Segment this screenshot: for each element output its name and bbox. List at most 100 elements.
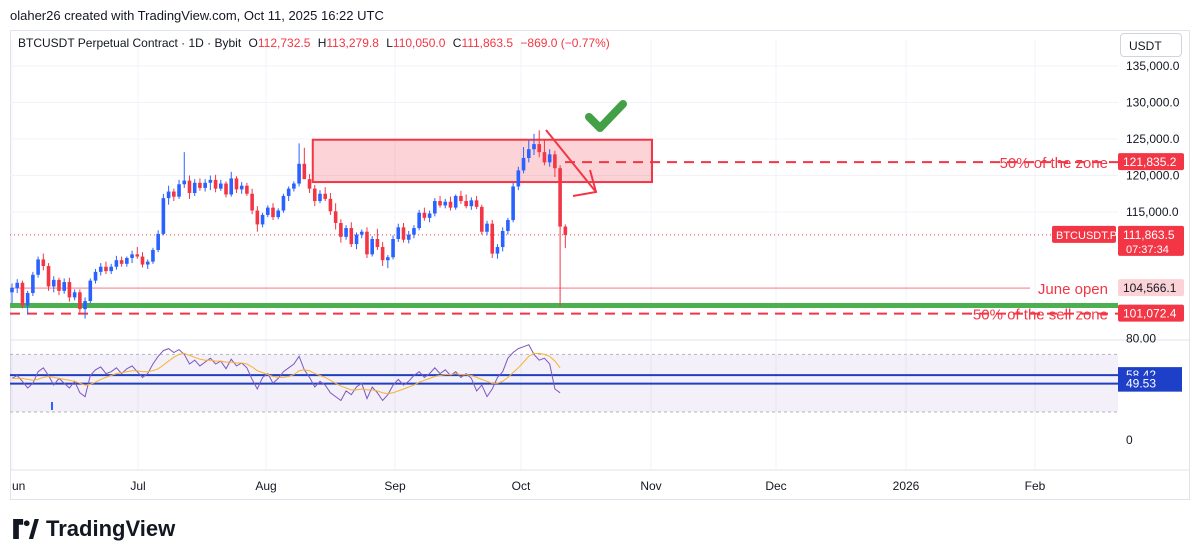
checkmark-icon (585, 100, 627, 132)
candle-body (104, 266, 108, 272)
last-price-badge (1118, 225, 1184, 256)
change-value: −869.0 (−0.77%) (520, 36, 610, 50)
rsi-value-badge (1118, 375, 1182, 392)
candle-body (370, 239, 374, 255)
horizontal-levels: 50% of the zone June open 50% of the sell … (10, 155, 1118, 324)
price-tick-label: 135,000.0 (1126, 59, 1180, 73)
candle-body (151, 249, 155, 262)
candle-body (31, 274, 35, 294)
candle-body (192, 182, 197, 194)
tradingview-logo-text: TradingView (46, 516, 176, 541)
candle-body (532, 144, 536, 150)
rsi-tick-label: 0 (1126, 433, 1133, 447)
candle-body (219, 183, 223, 189)
candle-body (553, 154, 557, 169)
rsi-line (11, 344, 561, 402)
candle-body (344, 228, 348, 237)
low-label: L (386, 36, 393, 50)
candle-body (41, 259, 46, 267)
candle-body (229, 178, 234, 195)
high-value: 113,279.8 (326, 36, 379, 50)
candle-body (469, 200, 474, 207)
rsi-ma-line (12, 352, 561, 395)
price-tick-label: 130,000.0 (1126, 96, 1180, 110)
currency-button[interactable]: USDT (1120, 33, 1182, 57)
candle-body (245, 185, 249, 194)
symbol-legend: BTCUSDT Perpetual Contract · 1D · Bybit … (18, 36, 610, 50)
symbol-badge (1052, 225, 1116, 243)
candle-body (333, 211, 338, 223)
candle-body (187, 180, 192, 194)
candle-body (495, 247, 500, 254)
candle-body (250, 193, 254, 211)
candle-body (302, 163, 307, 180)
candle-body (339, 222, 343, 237)
candle-body (307, 179, 312, 189)
candle-body (563, 226, 568, 235)
candle-body (511, 186, 515, 221)
candle-body (119, 260, 124, 264)
candle-body (412, 228, 416, 235)
candle-body (542, 152, 547, 163)
candle-body (67, 282, 72, 298)
candle-body (166, 191, 171, 199)
candle-body (271, 207, 275, 218)
price-tick-label: 120,000.0 (1126, 169, 1180, 183)
candle-body (318, 193, 322, 202)
time-tick-label: 2026 (893, 479, 920, 493)
candle-body (281, 195, 286, 211)
candle-body (172, 191, 176, 197)
high-label: H (317, 36, 327, 50)
candle-body (114, 260, 119, 267)
candle-body (51, 279, 56, 287)
candle-body (98, 266, 103, 272)
candle-body (213, 179, 218, 189)
candle-body (459, 195, 463, 202)
candle-body (265, 207, 270, 215)
candle-body (359, 231, 364, 235)
symbol-badge-text: BTCUSDT.P (1056, 230, 1117, 242)
candle-body (36, 259, 40, 275)
candle-body (234, 178, 239, 190)
candle-body (443, 201, 448, 206)
candle-body (88, 280, 93, 302)
level-label: 50% of the zone (1000, 155, 1108, 172)
last-price-text: 111,863.5 (1123, 228, 1175, 242)
candle-body (93, 271, 98, 281)
candle-body (474, 200, 479, 207)
resistance-zone (311, 138, 653, 184)
candle-body (224, 183, 228, 195)
candle-body (328, 198, 333, 212)
candle-body (10, 287, 14, 293)
candle-body (161, 198, 166, 234)
candle-body (453, 195, 458, 208)
symbol-name: BTCUSDT Perpetual Contract · 1D · Bybit (18, 36, 242, 50)
candle-body (145, 261, 150, 265)
down-arrow-head (572, 169, 598, 197)
candle-body (135, 254, 140, 257)
rsi-tick-label: 80.00 (1126, 331, 1156, 345)
candle-body (365, 231, 369, 255)
candle-body (198, 182, 202, 188)
candle-body (312, 188, 317, 202)
candle-body (448, 201, 453, 208)
candle-body (46, 266, 51, 287)
candle-body (72, 292, 77, 298)
price-tick-label: 125,000.0 (1126, 132, 1180, 146)
candle-body (255, 210, 260, 225)
candle-body (260, 214, 265, 225)
time-axis: un Jul Aug Sep Oct Nov Dec 2026 Feb (10, 469, 1190, 493)
candle-body (354, 234, 359, 245)
candle-body (422, 212, 427, 218)
candle-body (485, 223, 489, 232)
candle-body (401, 227, 406, 240)
candle-body (239, 185, 244, 190)
candle-body (140, 256, 145, 265)
candle-body (297, 163, 301, 184)
time-tick-label: un (12, 479, 25, 493)
level-price-text: 121,835.2 (1123, 155, 1177, 169)
level-price-text: 101,072.4 (1123, 307, 1177, 321)
rsi-pane (10, 339, 1190, 413)
candle-body (500, 230, 505, 248)
